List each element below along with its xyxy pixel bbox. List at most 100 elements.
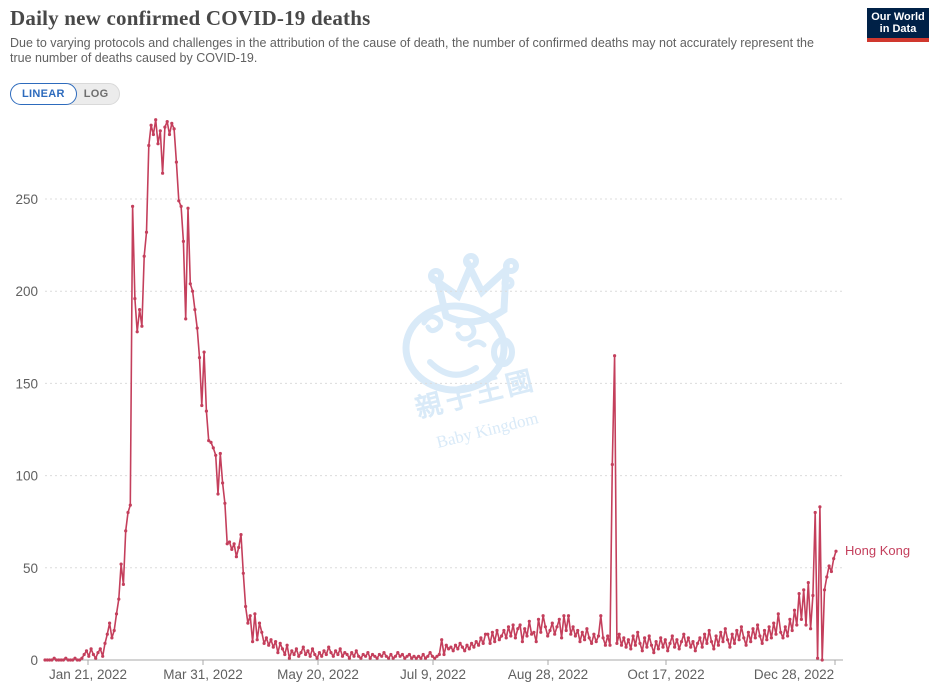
data-point[interactable] — [654, 640, 658, 644]
data-point[interactable] — [400, 652, 404, 657]
data-point[interactable] — [197, 356, 202, 360]
data-point[interactable] — [352, 654, 356, 658]
data-point[interactable] — [54, 658, 59, 662]
data-point[interactable] — [117, 597, 121, 601]
data-point[interactable] — [557, 617, 561, 622]
data-point[interactable] — [237, 545, 241, 550]
data-point[interactable] — [221, 481, 225, 485]
data-point[interactable] — [698, 636, 702, 640]
data-point[interactable] — [257, 621, 262, 625]
data-point[interactable] — [742, 636, 746, 640]
data-point[interactable] — [541, 614, 545, 618]
data-point[interactable] — [377, 652, 381, 657]
data-point[interactable] — [430, 654, 434, 658]
data-point[interactable] — [580, 630, 584, 634]
data-point[interactable] — [357, 654, 361, 658]
data-point[interactable] — [98, 647, 102, 651]
data-point[interactable] — [682, 632, 686, 636]
data-point[interactable] — [255, 638, 259, 642]
data-point[interactable] — [746, 630, 751, 634]
data-point[interactable] — [818, 505, 822, 509]
data-point[interactable] — [200, 403, 204, 408]
data-point[interactable] — [340, 654, 345, 658]
data-point[interactable] — [244, 604, 248, 609]
data-point[interactable] — [744, 643, 748, 647]
data-point[interactable] — [380, 654, 384, 658]
data-point[interactable] — [825, 575, 829, 579]
data-point[interactable] — [110, 636, 114, 640]
data-point[interactable] — [532, 630, 536, 634]
data-point[interactable] — [631, 634, 635, 638]
data-point[interactable] — [112, 628, 116, 633]
data-point[interactable] — [767, 625, 771, 629]
data-point[interactable] — [806, 581, 810, 585]
data-point[interactable] — [712, 647, 716, 651]
data-point[interactable] — [799, 617, 804, 622]
data-point[interactable] — [495, 628, 499, 633]
data-point[interactable] — [354, 649, 358, 653]
data-point[interactable] — [347, 656, 351, 660]
data-point[interactable] — [560, 636, 564, 640]
data-point[interactable] — [583, 638, 587, 642]
data-point[interactable] — [781, 636, 785, 640]
data-point[interactable] — [829, 569, 834, 574]
data-point[interactable] — [126, 510, 130, 515]
data-point[interactable] — [387, 656, 391, 660]
data-point[interactable] — [599, 614, 603, 618]
data-point[interactable] — [156, 142, 160, 146]
data-point[interactable] — [292, 652, 296, 657]
data-point[interactable] — [832, 557, 836, 561]
data-point[interactable] — [493, 640, 497, 644]
log-scale-button[interactable]: LOG — [64, 83, 121, 105]
data-point[interactable] — [723, 627, 727, 631]
data-point[interactable] — [142, 254, 146, 258]
data-point[interactable] — [707, 628, 711, 633]
data-point[interactable] — [726, 638, 730, 642]
data-point[interactable] — [280, 647, 285, 651]
data-point[interactable] — [679, 640, 684, 644]
data-point[interactable] — [264, 636, 268, 640]
data-point[interactable] — [449, 645, 453, 649]
data-point[interactable] — [165, 120, 169, 124]
data-point[interactable] — [555, 625, 559, 629]
data-point[interactable] — [730, 632, 734, 636]
data-point[interactable] — [502, 628, 506, 633]
data-point[interactable] — [513, 636, 518, 640]
data-point[interactable] — [227, 540, 232, 544]
data-point[interactable] — [382, 651, 386, 655]
data-point[interactable] — [114, 612, 119, 616]
data-point[interactable] — [239, 533, 243, 537]
data-point[interactable] — [518, 623, 522, 627]
data-point[interactable] — [214, 453, 218, 457]
data-point[interactable] — [410, 656, 414, 660]
data-point[interactable] — [506, 625, 511, 629]
data-point[interactable] — [511, 623, 515, 627]
data-point[interactable] — [813, 510, 817, 515]
data-point[interactable] — [384, 654, 388, 658]
data-point[interactable] — [739, 625, 744, 629]
data-point[interactable] — [398, 654, 402, 658]
data-point[interactable] — [693, 649, 697, 653]
data-point[interactable] — [721, 640, 725, 644]
data-point[interactable] — [128, 503, 132, 507]
data-point[interactable] — [790, 628, 794, 633]
data-point[interactable] — [101, 654, 105, 658]
data-point[interactable] — [578, 640, 582, 644]
data-point[interactable] — [689, 645, 693, 649]
data-point[interactable] — [124, 529, 128, 533]
data-point[interactable] — [317, 651, 321, 655]
data-point[interactable] — [453, 643, 458, 647]
data-point[interactable] — [788, 617, 792, 622]
data-point[interactable] — [802, 588, 806, 592]
data-point[interactable] — [576, 628, 580, 633]
data-point[interactable] — [269, 638, 273, 642]
data-point[interactable] — [735, 628, 739, 633]
data-point[interactable] — [271, 645, 275, 649]
data-point[interactable] — [756, 623, 760, 627]
data-point[interactable] — [553, 632, 557, 636]
data-point[interactable] — [225, 542, 229, 546]
data-point[interactable] — [331, 654, 335, 658]
data-point[interactable] — [811, 593, 815, 598]
data-point[interactable] — [691, 640, 695, 644]
data-point[interactable] — [253, 612, 257, 616]
